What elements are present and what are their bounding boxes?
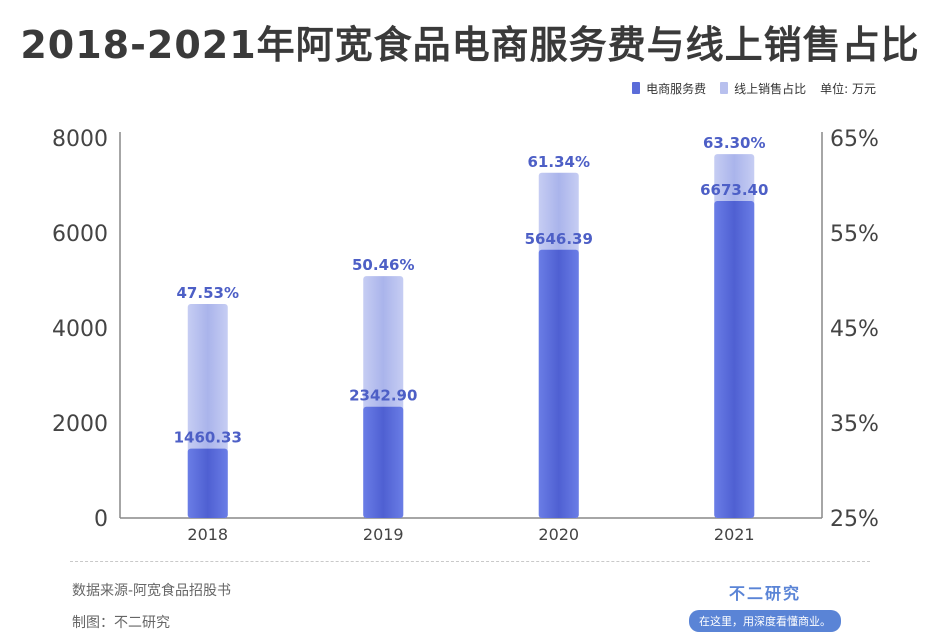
bar-service-fee	[363, 406, 404, 518]
x-tick-label: 2020	[538, 525, 579, 544]
x-tick-label: 2018	[187, 525, 228, 544]
legend-item-online-ratio: 线上销售占比	[720, 80, 806, 97]
data-label-service-fee: 6673.40	[700, 181, 768, 199]
legend-swatch-online-ratio	[720, 82, 729, 94]
y-left-tick-label: 0	[94, 507, 108, 532]
y-left-tick-label: 8000	[52, 127, 108, 152]
y-right-tick-label: 65%	[830, 127, 879, 152]
data-source: 数据来源-阿宽食品招股书	[72, 583, 232, 599]
data-label-service-fee: 1460.33	[174, 429, 242, 447]
y-left-tick-label: 6000	[52, 222, 108, 247]
x-tick-label: 2021	[714, 525, 755, 544]
legend-item-service-fee: 电商服务费	[632, 80, 706, 97]
data-label-online-ratio: 61.34%	[528, 153, 590, 171]
unit-label: 单位: 万元	[820, 81, 876, 96]
y-right-tick-label: 35%	[830, 412, 879, 437]
bar-service-fee	[714, 201, 755, 519]
legend: 电商服务费 线上销售占比 单位: 万元	[632, 78, 876, 98]
legend-label-service-fee: 电商服务费	[646, 81, 707, 96]
footer-divider	[70, 561, 870, 562]
legend-label-online-ratio: 线上销售占比	[734, 81, 807, 96]
data-label-online-ratio: 63.30%	[703, 134, 765, 152]
x-tick-label: 2019	[363, 525, 404, 544]
chart-maker: 制图：不二研究	[72, 615, 170, 631]
y-right-tick-label: 25%	[830, 507, 879, 532]
y-right-tick-label: 55%	[830, 222, 879, 247]
bar-service-fee	[187, 448, 228, 518]
data-label-service-fee: 5646.39	[525, 230, 593, 248]
y-left-tick-label: 2000	[52, 412, 108, 437]
bar-service-fee	[538, 249, 579, 518]
data-label-online-ratio: 47.53%	[177, 284, 239, 302]
chart-title: 2018-2021年阿宽食品电商服务费与线上销售占比	[20, 23, 920, 67]
y-right-tick-label: 45%	[830, 317, 879, 342]
data-label-online-ratio: 50.46%	[352, 256, 414, 274]
brand-name: 不二研究	[728, 584, 801, 603]
brand-badge: 不二研究 在这里，用深度看懂商业。	[685, 580, 845, 632]
legend-swatch-service-fee	[632, 82, 641, 94]
y-left-tick-label: 4000	[52, 317, 108, 342]
data-label-service-fee: 2342.90	[349, 387, 417, 405]
brand-slogan: 在这里，用深度看懂商业。	[689, 610, 841, 632]
